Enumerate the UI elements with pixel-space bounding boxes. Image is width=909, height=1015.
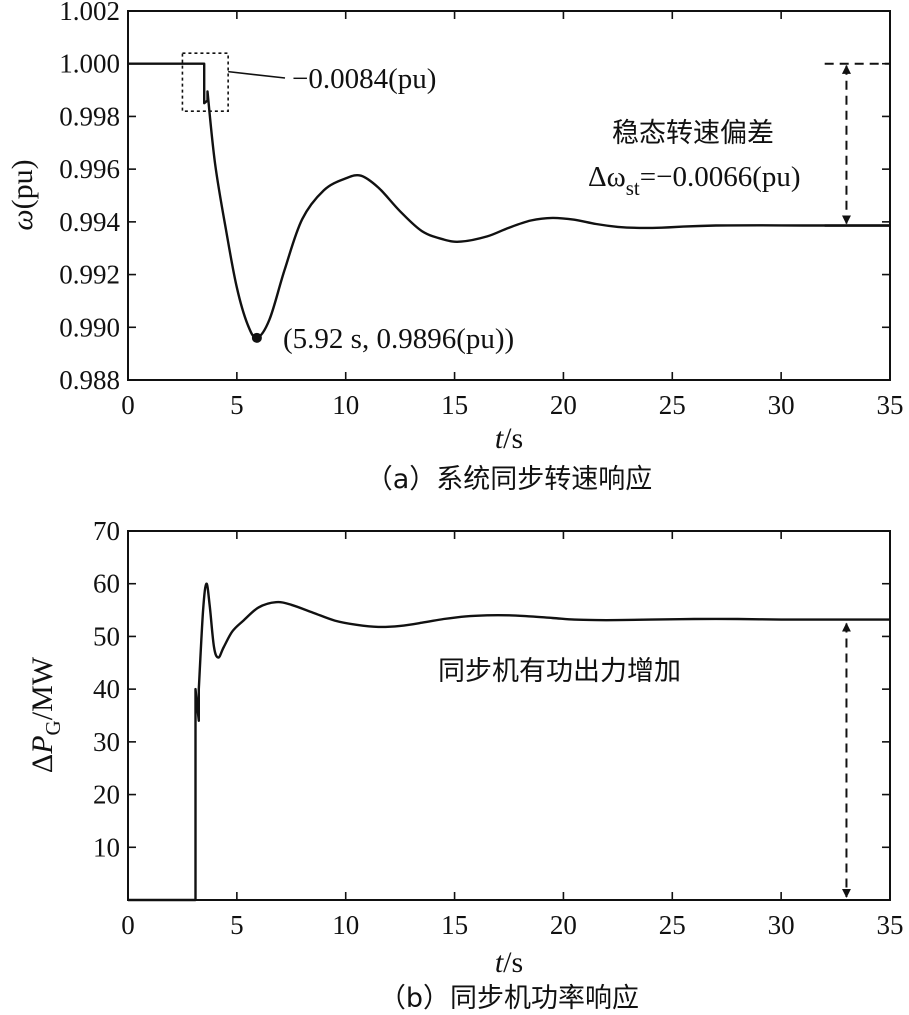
y-tick-label-a: 0.998 (59, 101, 120, 131)
y-tick-label-b: 40 (93, 674, 120, 704)
panel-a: 0 5 10 15 20 25 30 35 0.988 0.990 0.992 0.994 0.996… (6, 0, 904, 495)
y-tick-label-b: 60 (93, 569, 120, 599)
drop-leader-line (228, 70, 286, 79)
steady-value: =−0.0066(pu) (640, 161, 801, 193)
drop-annotation: −0.0084(pu) (292, 63, 436, 95)
steady-deviation-title: 稳态转速偏差 (612, 118, 774, 149)
x-tick-label-b: 25 (659, 910, 686, 940)
y-tick-label-a: 0.992 (59, 260, 120, 290)
power-increase-label: 同步机有功出力增加 (438, 656, 681, 687)
y-label-b-subscript: G (41, 720, 65, 735)
y-tick-label-a: 1.002 (59, 0, 120, 26)
caption-b: （b）同步机功率响应 (379, 983, 639, 1014)
x-tick-label-a: 5 (230, 390, 244, 420)
x-ticks-a: 0 5 10 15 20 25 30 35 (121, 11, 904, 420)
caption-a: （a）系统同步转速响应 (366, 464, 653, 495)
y-axis-label-b: ΔPG/MW (26, 656, 65, 773)
y-label-b-unit: /MW (26, 656, 59, 720)
y-tick-label-a: 1.000 (59, 49, 120, 79)
x-tick-label-a: 35 (877, 390, 904, 420)
x-tick-label-b: 15 (441, 910, 468, 940)
x-tick-label-a: 25 (659, 390, 686, 420)
x-tick-label-a: 0 (121, 390, 135, 420)
x-tick-label-b: 35 (877, 910, 904, 940)
x-tick-label-b: 20 (550, 910, 577, 940)
steady-deviation-value: Δωst=−0.0066(pu) (588, 161, 801, 200)
y-tick-label-a: 0.994 (59, 207, 120, 237)
y-label-b-delta: Δ (26, 754, 59, 773)
x-tick-label-b: 5 (230, 910, 244, 940)
y-axis-label-a: ω(pu) (6, 159, 39, 230)
x-label-b-unit: /s (503, 946, 523, 979)
y-ticks-a: 0.988 0.990 0.992 0.994 0.996 0.998 1.000 1.002 (59, 0, 890, 395)
plot-frame-a (127, 10, 891, 381)
x-tick-label-b: 30 (768, 910, 795, 940)
y-tick-label-b: 50 (93, 621, 120, 651)
y-tick-label-b: 30 (93, 727, 120, 757)
omega-series-line (127, 62, 890, 340)
x-tick-label-a: 10 (332, 390, 359, 420)
y-tick-label-b: 70 (93, 516, 120, 546)
x-axis-label-a: t/s (495, 422, 523, 455)
x-label-a-italic: t (495, 422, 504, 455)
x-tick-label-b: 10 (332, 910, 359, 940)
plot-frame-b (127, 530, 891, 901)
x-tick-label-b: 0 (121, 910, 135, 940)
x-label-b-italic: t (495, 946, 504, 979)
y-label-b-symbol: P (26, 735, 59, 754)
power-series-line (127, 582, 890, 902)
y-tick-label-b: 20 (93, 780, 120, 810)
x-tick-label-a: 20 (550, 390, 577, 420)
x-label-a-unit: /s (503, 422, 523, 455)
x-axis-label-b: t/s (495, 946, 523, 979)
y-tick-label-a: 0.990 (59, 312, 120, 342)
y-tick-label-b: 10 (93, 832, 120, 862)
y-label-a-unit: (pu) (6, 159, 39, 209)
minimum-point-marker (251, 332, 262, 343)
y-label-a-symbol: ω (6, 209, 39, 230)
x-ticks-b: 0 5 10 15 20 25 30 35 (121, 531, 904, 940)
y-tick-label-a: 0.996 (59, 154, 120, 184)
y-ticks-b: 10 20 30 40 50 60 70 (93, 516, 890, 862)
drop-highlight-box (181, 52, 229, 112)
steady-symbol: Δω (588, 161, 626, 193)
x-tick-label-a: 30 (768, 390, 795, 420)
x-tick-label-a: 15 (441, 390, 468, 420)
y-tick-label-a: 0.988 (59, 365, 120, 395)
minimum-annotation: (5.92 s, 0.9896(pu)) (283, 323, 514, 355)
steady-subscript: st (626, 176, 640, 200)
